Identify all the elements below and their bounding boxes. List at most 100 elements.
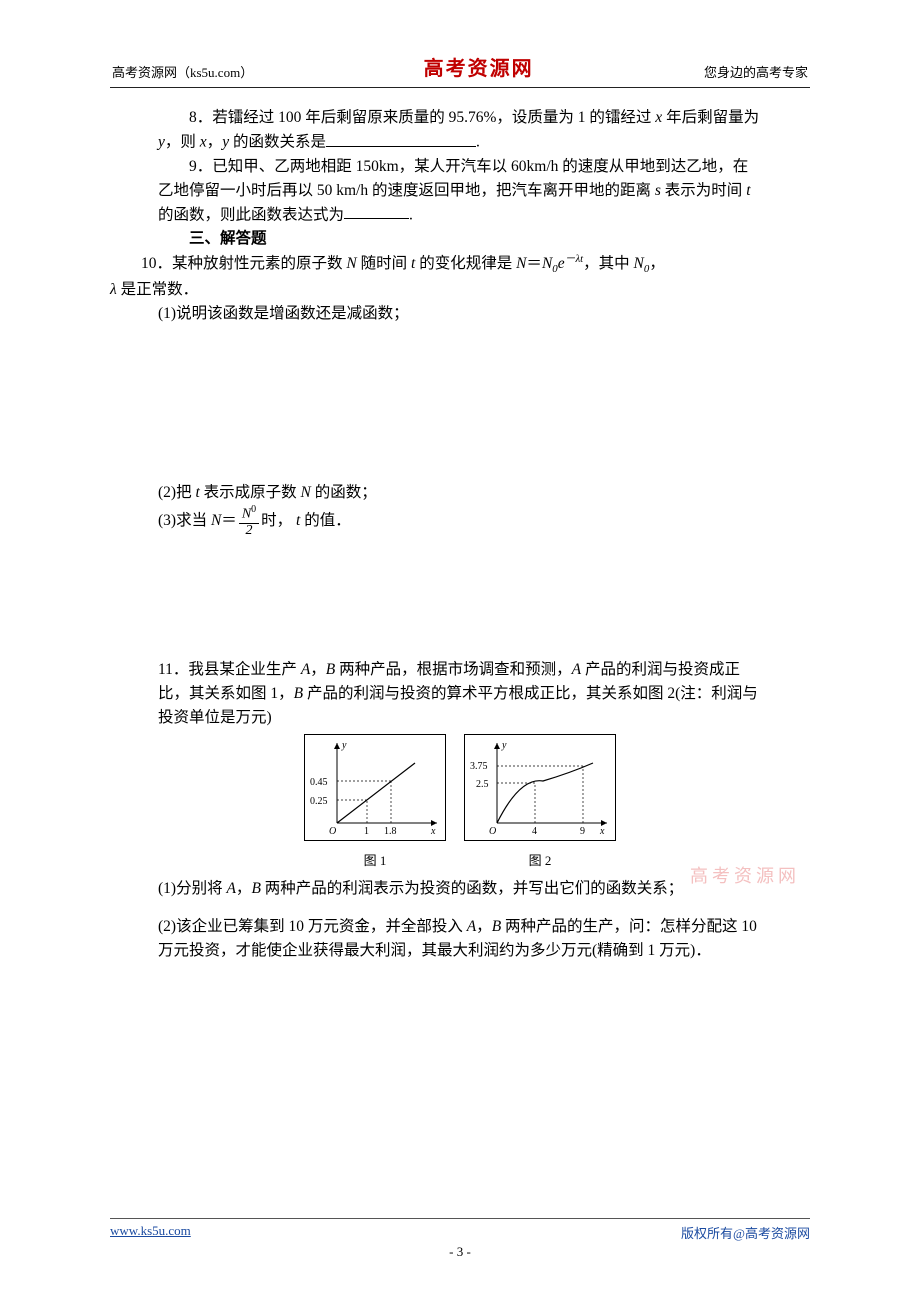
c1-y2: 0.25 [310, 796, 328, 807]
q11-p1-A: A [226, 880, 235, 897]
spacer-1 [158, 326, 762, 481]
q10-c: 的变化规律是 [415, 255, 516, 272]
q9-t: t [746, 182, 750, 199]
q9-text-c: 的函数，则此函数表达式为 [158, 206, 344, 223]
q10-p2a: (2)把 [158, 484, 195, 501]
q8-text-c: ，则 [165, 134, 200, 151]
q8-text-e: 的函数关系是 [229, 134, 326, 151]
question-10-line2: λ 是正常数． [110, 278, 810, 302]
footer-copyright: 版权所有@高考资源网 [681, 1223, 810, 1242]
q11-A1: A [301, 661, 310, 678]
c2-O: O [489, 826, 496, 837]
footer-url[interactable]: www.ks5u.com [110, 1223, 191, 1242]
header-center-logo: 高考资源网 [424, 52, 534, 81]
chart-1-wrap: 0.45 0.25 O 1 1.8 x y 图 1 [304, 734, 446, 871]
q11-part1: (1)分别将 A，B 两种产品的利润表示为投资的函数，并写出它们的函数关系； [158, 877, 762, 901]
charts-row: 0.45 0.25 O 1 1.8 x y 图 1 [158, 734, 762, 871]
watermark: 高考资源网 [690, 862, 800, 888]
c1-x1: 1 [364, 826, 369, 837]
q9-period: . [409, 206, 413, 223]
spacer-3 [158, 901, 762, 915]
q10-a: 10．某种放射性元素的原子数 [141, 255, 346, 272]
page-number: - 3 - [110, 1244, 810, 1260]
question-9: 9．已知甲、乙两地相距 150km，某人开汽车以 60km/h 的速度从甲地到达… [158, 155, 762, 228]
c2-xl: x [599, 826, 605, 837]
q10-frac-num: N0 [239, 505, 259, 523]
c1-x2: 1.8 [384, 826, 397, 837]
page: 高考资源网（ks5u.com） 高考资源网 您身边的高考专家 8．若镭经过 10… [0, 0, 920, 1302]
q10-frac-num-N: N [242, 507, 251, 522]
q10-p3c: 的值． [300, 512, 350, 529]
c1-yl: y [341, 740, 347, 751]
header-right: 您身边的高考专家 [704, 62, 808, 81]
c2-yl: y [501, 740, 507, 751]
q10-e: ， [649, 255, 665, 272]
q11-part2: (2)该企业已筹集到 10 万元资金，并全部投入 A，B 两种产品的生产，问：怎… [158, 915, 762, 963]
q10-lambda: λ [110, 281, 117, 298]
question-10-line1: 10．某种放射性元素的原子数 N 随时间 t 的变化规律是 N＝N0e－λt，其… [110, 251, 810, 278]
q11-b: 两种产品，根据市场调查和预测， [335, 661, 571, 678]
q11-p1b: 两种产品的利润表示为投资的函数，并写出它们的函数关系； [261, 880, 683, 897]
q10-eq-exp: －λt [565, 253, 584, 265]
q10-N: N [346, 255, 356, 272]
q10-eq-N0: N0 [542, 255, 558, 272]
q11-A2: A [572, 661, 581, 678]
q10-N0c-N: N [634, 255, 644, 272]
q8-text-b: 年后剩留量为 [662, 109, 759, 126]
c2-x2: 9 [580, 826, 585, 837]
c1-O: O [329, 826, 336, 837]
q8-blank [326, 130, 476, 147]
q10-N0c: N0 [634, 255, 650, 272]
c2-x1: 4 [532, 826, 537, 837]
chart-2: 3.75 2.5 O 4 9 x y [464, 734, 616, 841]
q11-B1: B [326, 661, 335, 678]
footer-row: www.ks5u.com 版权所有@高考资源网 [110, 1223, 810, 1242]
page-footer: www.ks5u.com 版权所有@高考资源网 - 3 - [110, 1218, 810, 1260]
q8-text-a: 8．若镭经过 100 年后剩留原来质量的 95.76%，设质量为 1 的镭经过 [189, 109, 655, 126]
chart-2-wrap: 3.75 2.5 O 4 9 x y 图 2 [464, 734, 616, 871]
c2-y2: 2.5 [476, 779, 489, 790]
q10-d: ，其中 [583, 255, 633, 272]
q11-p1-c: ， [236, 880, 252, 897]
q10-p3a: (3)求当 [158, 512, 211, 529]
q10-p2b: 表示成原子数 [200, 484, 301, 501]
footer-rule [110, 1218, 810, 1219]
q10-p2c: 的函数； [311, 484, 377, 501]
q11-p2-A: A [467, 918, 476, 935]
chart-2-caption: 图 2 [464, 851, 616, 871]
header-left: 高考资源网（ks5u.com） [112, 62, 253, 81]
page-header: 高考资源网（ks5u.com） 高考资源网 您身边的高考专家 [110, 52, 810, 87]
q8-comma: ， [207, 134, 223, 151]
q10-frac-den: 2 [239, 524, 259, 539]
q8-period: . [476, 134, 480, 151]
q8-x2: x [200, 134, 207, 151]
c1-y1: 0.45 [310, 777, 328, 788]
q10-part1: (1)说明该函数是增函数还是减函数； [158, 302, 762, 326]
q10-frac-num-0: 0 [251, 504, 256, 515]
q10-part3: (3)求当 N＝N02时， t 的值． [158, 505, 762, 538]
question-8: 8．若镭经过 100 年后剩留原来质量的 95.76%，设质量为 1 的镭经过 … [158, 106, 762, 155]
content-block-narrow: 8．若镭经过 100 年后剩留原来质量的 95.76%，设质量为 1 的镭经过 … [110, 106, 810, 251]
q10-p3b: 时， [261, 512, 296, 529]
q11-B2: B [294, 685, 303, 702]
q10-fraction: N02 [239, 505, 259, 538]
q10-eq-eq: ＝ [526, 255, 542, 272]
section-3-title: 三、解答题 [158, 227, 762, 251]
c1-xl: x [430, 826, 436, 837]
q10-b: 随时间 [357, 255, 411, 272]
q10-part2: (2)把 t 表示成原子数 N 的函数； [158, 481, 762, 505]
q11-p2a: (2)该企业已筹集到 10 万元资金，并全部投入 [158, 918, 467, 935]
q10-p3-eq: ＝ [221, 512, 237, 529]
spacer-2 [158, 538, 762, 658]
q11-c1: ， [310, 661, 326, 678]
q11-p1a: (1)分别将 [158, 880, 226, 897]
q9-blank [344, 203, 409, 220]
q10-eq-e: e [558, 255, 565, 272]
question-11: 11．我县某企业生产 A，B 两种产品，根据市场调查和预测，A 产品的利润与投资… [158, 658, 762, 730]
header-rule [110, 87, 810, 88]
q10-line2: 是正常数． [117, 281, 198, 298]
q10-p3-N: N [211, 512, 221, 529]
q10-eq-N0b: N [542, 255, 552, 272]
q10-p2-N: N [301, 484, 311, 501]
q11-p1-B: B [251, 880, 260, 897]
